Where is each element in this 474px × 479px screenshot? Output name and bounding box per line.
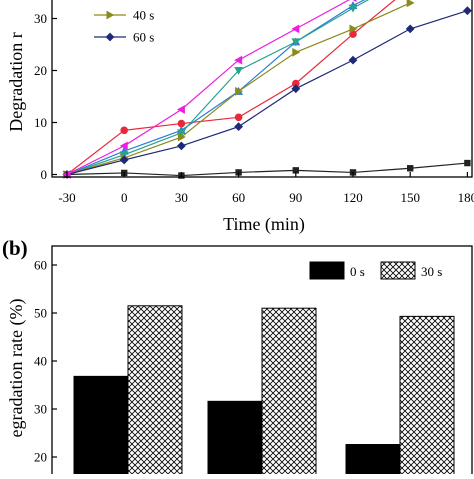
- series-2-point: [292, 79, 300, 88]
- series-6-point: [291, 84, 301, 94]
- axis-ticks-a: [52, 17, 468, 177]
- x-tick-label: 120: [343, 190, 363, 205]
- series-1-point: [464, 159, 471, 167]
- series-5-point: [292, 47, 301, 57]
- y-tick-label: 20: [34, 63, 47, 78]
- bar-1-1: [73, 375, 129, 479]
- series-5-point: [349, 24, 358, 34]
- legend-item: 40 s: [94, 8, 154, 23]
- series-4-point: [291, 38, 301, 47]
- x-tick-label: 180: [458, 190, 474, 205]
- bar-2-3: [399, 315, 455, 479]
- series-4-point: [119, 151, 129, 160]
- legend-swatch: [380, 261, 416, 280]
- legend-b: 0 s 30 s: [309, 261, 442, 280]
- y-tick-label: 30: [34, 402, 47, 417]
- x-tick-label: -30: [58, 190, 75, 205]
- y-tick-label: 20: [34, 450, 47, 465]
- series-markers: [62, 0, 472, 179]
- series-4-point: [177, 129, 186, 138]
- series-7-point: [177, 105, 185, 114]
- series-7-point: [291, 24, 300, 34]
- legend-label: 60 s: [133, 30, 154, 45]
- x-tick-label: 150: [400, 190, 420, 205]
- x-tick-label: 60: [232, 190, 245, 205]
- series-1-point: [407, 165, 414, 172]
- bar-1-2: [207, 400, 263, 479]
- series-6-point: [177, 141, 186, 151]
- series-6-point: [234, 122, 243, 132]
- y-axis-title-a: Degradation r: [6, 32, 26, 131]
- series-1-point: [292, 167, 299, 174]
- y-tick-labels-b: 20 30 40 50 60: [34, 258, 47, 465]
- series-6-point: [463, 6, 472, 16]
- y-tick-labels-a: 0 10 20 30: [34, 11, 47, 182]
- plot-frame-a: [51, 0, 473, 178]
- x-tick-label: 30: [175, 190, 188, 205]
- series-4-point: [234, 66, 243, 75]
- legend-item: 0 s: [309, 261, 365, 280]
- panel-label-b: (b): [2, 236, 28, 260]
- legend-label: 0 s: [350, 264, 365, 279]
- series-7-point: [234, 55, 243, 65]
- y-tick-label: 40: [34, 354, 47, 369]
- x-tick-label: 90: [289, 190, 302, 205]
- legend-a: 40 s 60 s: [94, 8, 154, 45]
- y-tick-label: 0: [41, 167, 48, 182]
- series-2-point: [177, 119, 186, 128]
- bar-2-1: [127, 305, 183, 479]
- series-line-7: [66, 0, 351, 176]
- bar-2-2: [261, 307, 317, 479]
- y-tick-label: 10: [34, 115, 47, 130]
- legend-item: 30 s: [380, 261, 442, 280]
- series-5-point: [235, 86, 243, 96]
- legend-swatch: [309, 261, 345, 280]
- series-line-1: [66, 162, 468, 177]
- series-6-point: [405, 24, 415, 34]
- series-7-point: [352, 0, 357, 3]
- series-line-6: [66, 10, 468, 176]
- y-tick-label: 30: [34, 11, 47, 26]
- legend-item: 60 s: [94, 30, 154, 45]
- bar-chart-panel: 20 30 40 50 60 egradation rate (%) (b) 0 s 30…: [2, 236, 473, 479]
- plot-frame-b: [51, 245, 473, 479]
- bar-1-3: [345, 444, 401, 479]
- series-4-point: [348, 4, 358, 13]
- legend-marker: [106, 10, 115, 20]
- legend-marker: [105, 32, 115, 42]
- x-tick-labels: -30 0 30 60 90 120 150 180: [58, 190, 474, 205]
- x-axis-title: Time (min): [223, 214, 305, 235]
- bars: [73, 305, 455, 479]
- series-5-point: [406, 0, 415, 8]
- series-2-point: [234, 113, 243, 122]
- y-axis-title-b: egradation rate (%): [6, 299, 27, 438]
- series-6-point: [348, 55, 358, 65]
- axis-ticks-b: [52, 264, 57, 458]
- legend-label: 30 s: [421, 264, 442, 279]
- line-chart-panel: -30 0 30 60 90 120 150 180 0 10 20 30 Time (min) D…: [6, 0, 474, 235]
- x-tick-label: 0: [121, 190, 128, 205]
- series-2-point: [120, 126, 128, 135]
- series-7-point: [119, 141, 128, 151]
- series-5-point: [177, 132, 186, 142]
- y-tick-label: 60: [34, 258, 47, 273]
- y-tick-label: 50: [34, 306, 47, 321]
- legend-label: 40 s: [133, 8, 154, 23]
- series-6-point: [119, 155, 129, 165]
